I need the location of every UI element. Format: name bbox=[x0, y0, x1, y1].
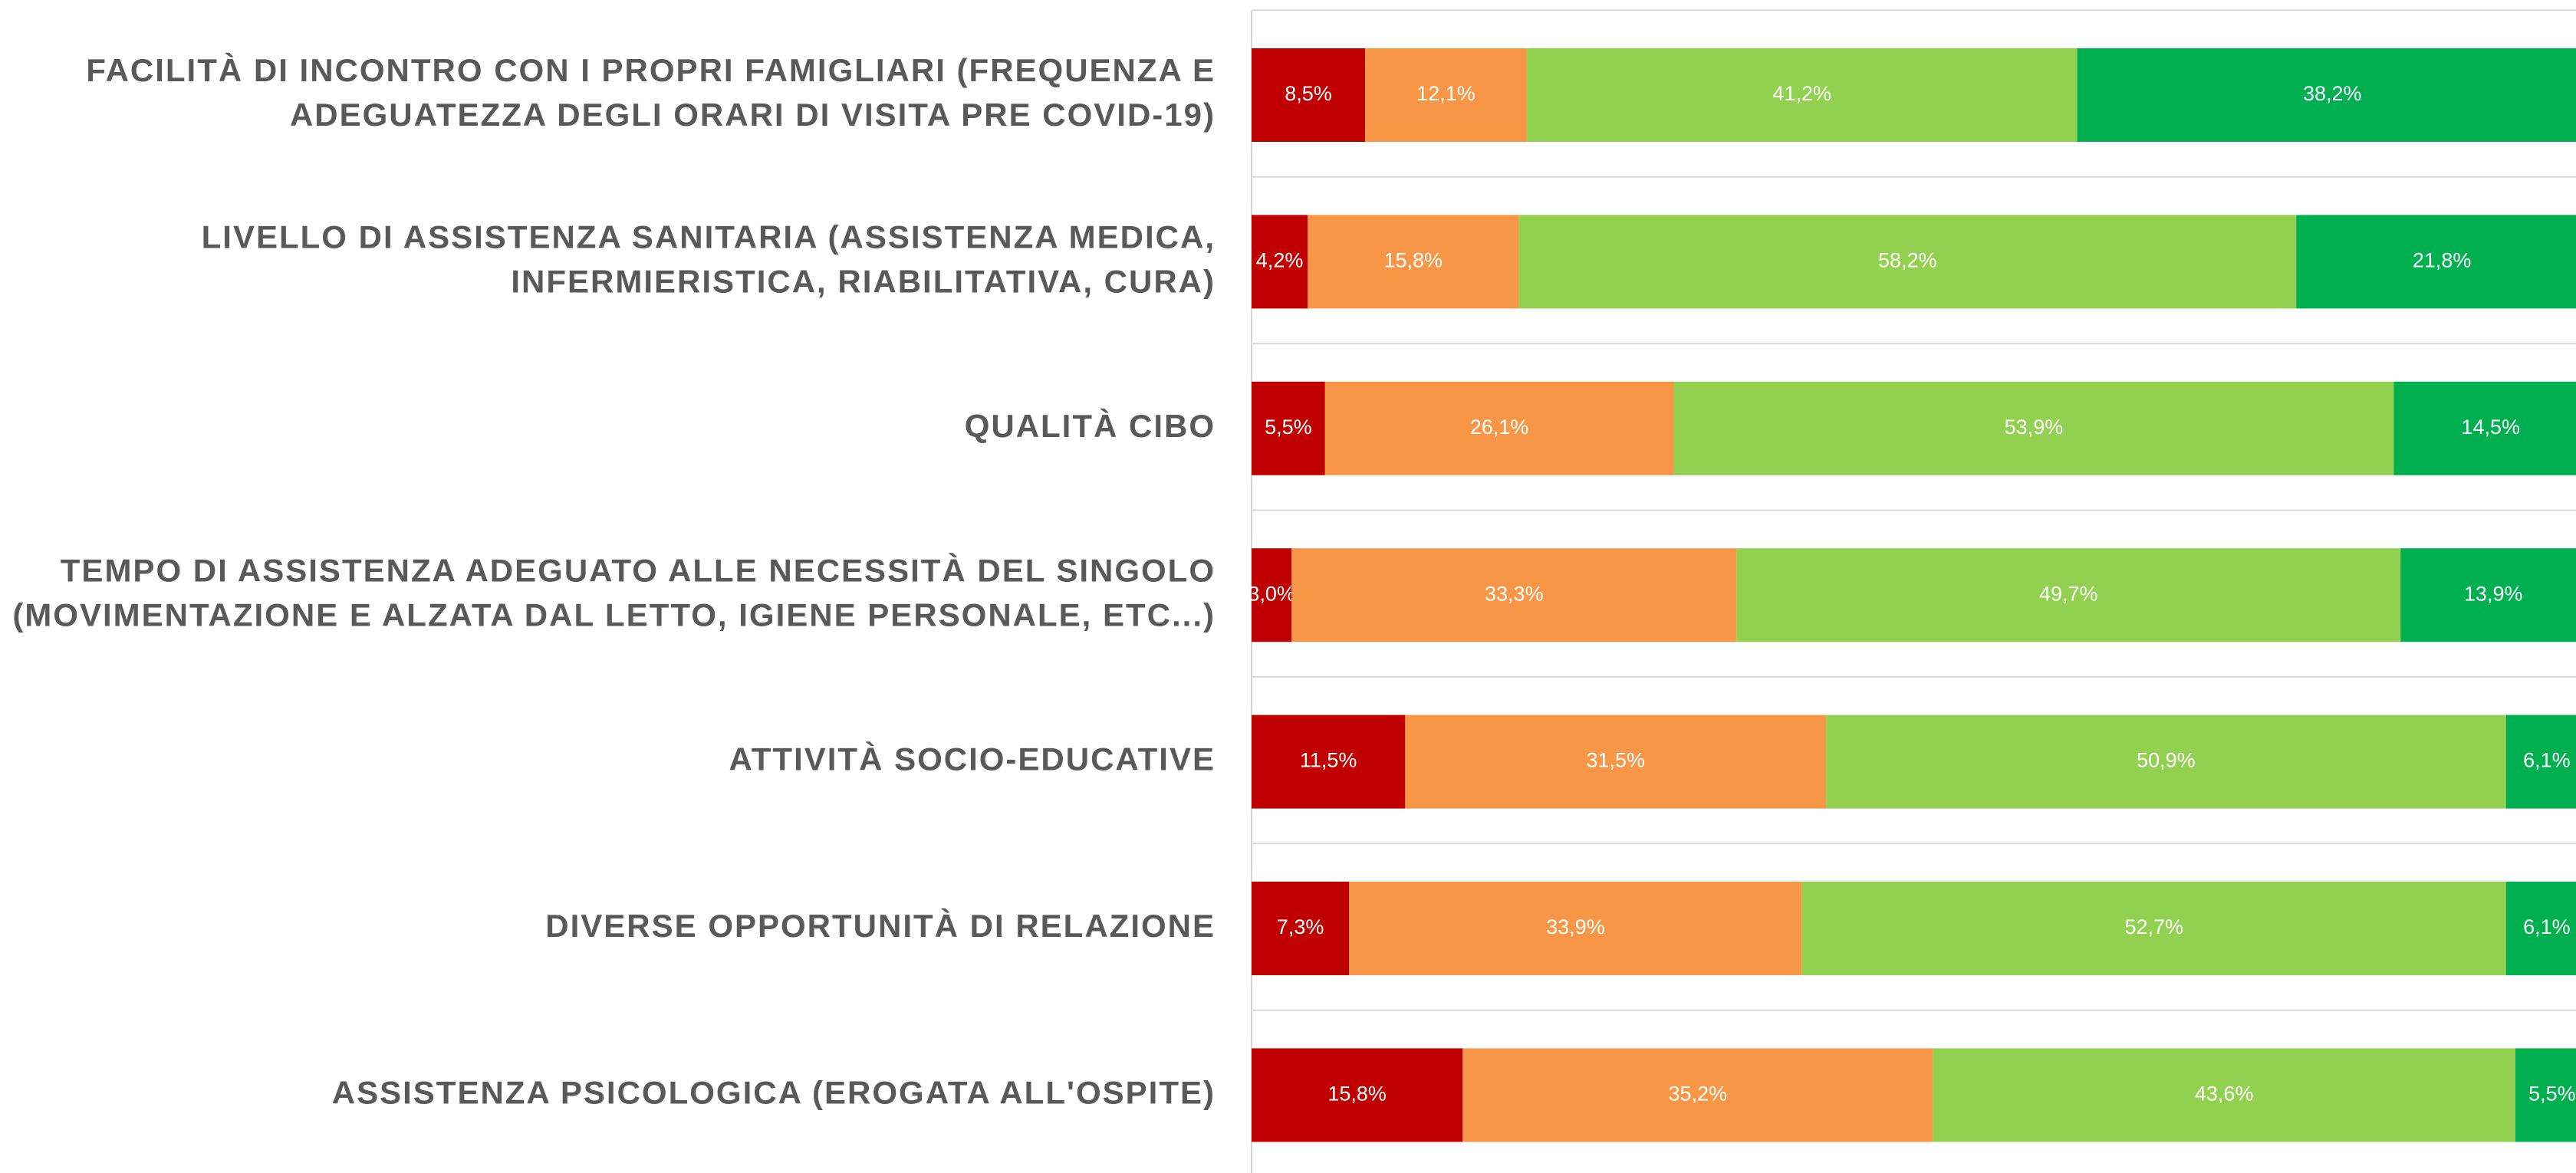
bar-segment bbox=[1826, 715, 2506, 809]
value-label: 31,5% bbox=[1586, 749, 1645, 772]
bar-segment bbox=[1252, 548, 1292, 642]
bar-segment bbox=[1405, 715, 1827, 809]
bar-segment bbox=[2515, 1048, 2576, 1142]
value-label: 50,9% bbox=[2137, 749, 2196, 772]
bar-segment bbox=[1252, 715, 1406, 809]
bar-segment bbox=[1349, 882, 1802, 975]
bar-segment bbox=[1252, 215, 1308, 309]
value-label: 41,2% bbox=[1772, 82, 1831, 105]
value-label: 15,8% bbox=[1384, 249, 1443, 272]
bar-segment bbox=[1673, 381, 2394, 475]
value-label: 8,5% bbox=[1285, 82, 1332, 105]
value-label: 6,1% bbox=[2523, 749, 2571, 772]
category-label: ATTIVITÀ SOCIO-EDUCATIVE bbox=[729, 741, 1216, 777]
bar-segment bbox=[1518, 215, 2297, 309]
category-label: LIVELLO DI ASSISTENZA SANITARIA (ASSISTE… bbox=[202, 219, 1216, 255]
bar-segment bbox=[1324, 381, 1674, 475]
value-label: 6,1% bbox=[2523, 915, 2571, 938]
value-label: 5,5% bbox=[1265, 416, 1312, 439]
value-label: 3,0% bbox=[1248, 582, 1295, 605]
value-label: 12,1% bbox=[1416, 82, 1476, 105]
bar-segment bbox=[2505, 882, 2576, 975]
bar-segment bbox=[1308, 215, 1519, 309]
bar-segment bbox=[1736, 548, 2401, 642]
value-label: 5,5% bbox=[2528, 1083, 2576, 1106]
bar-segment bbox=[1252, 48, 1366, 142]
value-label: 53,9% bbox=[2005, 416, 2064, 439]
value-label: 4,2% bbox=[1256, 249, 1304, 272]
value-label: 33,3% bbox=[1485, 582, 1544, 605]
category-label: (MOVIMENTAZIONE E ALZATA DAL LETTO, IGIE… bbox=[12, 596, 1216, 632]
bar-segment bbox=[2077, 48, 2576, 142]
bar-segment bbox=[2505, 715, 2576, 809]
value-label: 21,8% bbox=[2413, 249, 2472, 272]
value-label: 58,2% bbox=[1878, 249, 1937, 272]
bar-segment bbox=[1801, 882, 2506, 975]
bar-segment bbox=[1252, 381, 1325, 475]
bar-segment bbox=[1365, 48, 1527, 142]
value-label: 15,8% bbox=[1327, 1083, 1387, 1106]
bar-segment bbox=[1291, 548, 1737, 642]
value-label: 38,2% bbox=[2303, 82, 2362, 105]
bar-segment bbox=[1462, 1048, 1933, 1142]
value-label: 52,7% bbox=[2124, 915, 2183, 938]
bar-segment bbox=[1252, 882, 1350, 975]
category-label: ASSISTENZA PSICOLOGICA (EROGATA ALL'OSPI… bbox=[332, 1074, 1216, 1110]
category-label: FACILITÀ DI INCONTRO CON I PROPRI FAMIGL… bbox=[86, 52, 1216, 88]
bar-segment bbox=[2400, 548, 2576, 642]
value-label: 33,9% bbox=[1546, 915, 1605, 938]
value-label: 13,9% bbox=[2464, 582, 2523, 605]
bar-segment bbox=[2393, 381, 2576, 475]
bar-segment bbox=[1252, 1048, 1463, 1142]
bar-segment bbox=[1526, 48, 2078, 142]
bar-segment bbox=[2296, 215, 2576, 309]
value-label: 11,5% bbox=[1300, 749, 1357, 772]
category-label: INFERMIERISTICA, RIABILITATIVA, CURA) bbox=[511, 263, 1216, 299]
category-label: QUALITÀ CIBO bbox=[965, 408, 1216, 444]
value-label: 26,1% bbox=[1470, 416, 1529, 439]
value-label: 49,7% bbox=[2039, 582, 2098, 605]
category-label: TEMPO DI ASSISTENZA ADEGUATO ALLE NECESS… bbox=[61, 552, 1216, 588]
value-label: 7,3% bbox=[1277, 915, 1324, 938]
value-label: 14,5% bbox=[2461, 416, 2520, 439]
category-label: DIVERSE OPPORTUNITÀ DI RELAZIONE bbox=[545, 908, 1216, 944]
category-label: ADEGUATEZZA DEGLI ORARI DI VISITA PRE CO… bbox=[290, 97, 1216, 133]
value-label: 43,6% bbox=[2195, 1083, 2254, 1106]
value-label: 35,2% bbox=[1669, 1083, 1728, 1106]
bar-segment bbox=[1933, 1048, 2515, 1142]
